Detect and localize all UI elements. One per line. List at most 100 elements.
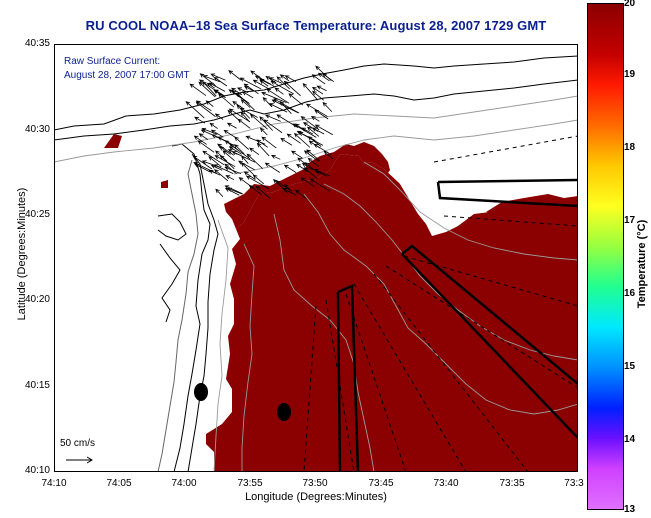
current-vector bbox=[234, 144, 245, 155]
current-vector bbox=[193, 135, 207, 145]
current-vector bbox=[259, 116, 273, 131]
current-vector bbox=[195, 101, 216, 117]
sst-northern-strip bbox=[224, 142, 400, 229]
x-tick-label: 74:05 bbox=[106, 478, 132, 489]
current-vector bbox=[219, 146, 231, 155]
current-vector bbox=[209, 122, 218, 129]
current-vector bbox=[302, 82, 318, 101]
current-vector bbox=[317, 72, 330, 82]
x-axis-label: Longitude (Degrees:Minutes) bbox=[245, 491, 387, 503]
current-vector bbox=[273, 98, 300, 114]
current-vector bbox=[224, 163, 237, 175]
current-vector bbox=[288, 93, 304, 106]
current-vector bbox=[252, 79, 271, 90]
current-vector bbox=[234, 136, 249, 150]
y-tick-label: 40:15 bbox=[24, 380, 50, 391]
current-vector bbox=[303, 167, 318, 180]
current-vector bbox=[208, 82, 226, 92]
current-vector bbox=[210, 73, 226, 81]
current-vector bbox=[243, 83, 259, 95]
current-vector bbox=[313, 168, 330, 177]
current-vector bbox=[249, 147, 260, 156]
colorbar-tick-label: 15 bbox=[624, 361, 636, 372]
x-tick-label: 73:40 bbox=[433, 478, 459, 489]
current-vector bbox=[302, 122, 319, 132]
current-vector bbox=[279, 74, 290, 82]
current-vector bbox=[274, 87, 284, 95]
current-vector bbox=[208, 156, 222, 168]
current-vector bbox=[189, 83, 207, 96]
current-vector bbox=[185, 101, 205, 119]
current-vector bbox=[237, 118, 251, 129]
current-vector bbox=[199, 73, 216, 87]
current-vector bbox=[202, 75, 221, 83]
current-legend-label: Raw Surface Current: bbox=[64, 56, 161, 67]
sst-blob-small-2 bbox=[161, 180, 168, 188]
current-vector bbox=[286, 133, 301, 144]
temperature-colorbar bbox=[587, 3, 624, 510]
current-vector bbox=[236, 87, 249, 93]
current-vector bbox=[224, 187, 240, 196]
current-vector bbox=[268, 77, 283, 84]
current-vector bbox=[307, 126, 320, 137]
current-vector bbox=[228, 70, 242, 81]
x-tick-label: 74:10 bbox=[41, 478, 67, 489]
current-vector bbox=[263, 119, 283, 134]
current-vector bbox=[312, 90, 324, 101]
current-vector bbox=[249, 113, 268, 130]
colorbar-tick-label: 17 bbox=[624, 215, 636, 226]
current-vector bbox=[280, 137, 293, 146]
current-legend-time: August 28, 2007 17:00 GMT bbox=[64, 70, 190, 81]
y-axis-label: Latitude (Degrees:Minutes) bbox=[16, 187, 28, 321]
current-vector bbox=[256, 142, 270, 157]
current-vector bbox=[314, 124, 333, 136]
current-vector bbox=[266, 88, 290, 104]
current-vector bbox=[284, 75, 297, 82]
current-vector bbox=[273, 179, 288, 193]
current-vector bbox=[236, 104, 251, 119]
current-vector bbox=[261, 91, 287, 103]
x-tick-label: 73:35 bbox=[499, 478, 525, 489]
sst-blob-small-3 bbox=[359, 150, 370, 160]
colorbar-tick-label: 20 bbox=[624, 0, 636, 9]
current-vector bbox=[305, 103, 328, 117]
current-vector bbox=[270, 80, 294, 95]
plot-frame bbox=[54, 44, 578, 472]
scale-label: 50 cm/s bbox=[60, 438, 96, 449]
current-vector bbox=[301, 127, 314, 135]
current-vector bbox=[228, 146, 242, 155]
current-vector bbox=[210, 164, 223, 171]
current-vector bbox=[240, 162, 255, 176]
current-vector bbox=[202, 150, 225, 166]
current-vector bbox=[198, 133, 208, 140]
current-vector bbox=[231, 90, 250, 104]
sst-blob-small-1 bbox=[104, 134, 122, 148]
current-vector bbox=[201, 127, 218, 135]
current-vector bbox=[296, 163, 309, 172]
y-tick-label: 40:30 bbox=[24, 124, 50, 135]
colorbar-tick-label: 16 bbox=[624, 288, 636, 299]
current-vector bbox=[307, 157, 319, 167]
current-vector bbox=[227, 149, 238, 155]
current-vector bbox=[238, 177, 255, 190]
current-vector bbox=[192, 155, 213, 170]
survey-boxes bbox=[336, 178, 578, 472]
current-vector bbox=[214, 155, 236, 168]
current-vector bbox=[239, 77, 262, 90]
current-vector bbox=[225, 175, 235, 181]
current-vector bbox=[265, 114, 281, 122]
current-vector bbox=[246, 153, 263, 169]
current-vector bbox=[228, 108, 250, 122]
x-tick-label: 74:00 bbox=[171, 478, 197, 489]
current-vector bbox=[223, 129, 237, 139]
current-vector bbox=[197, 140, 215, 153]
buoy-marker-2 bbox=[277, 403, 291, 421]
current-vector bbox=[213, 76, 228, 87]
current-vector bbox=[270, 154, 281, 160]
current-vector bbox=[303, 150, 320, 162]
sst-map bbox=[54, 44, 578, 472]
current-vector bbox=[217, 143, 235, 156]
current-vector bbox=[205, 100, 214, 107]
current-vector bbox=[228, 89, 243, 100]
x-tick-label: 73:45 bbox=[368, 478, 394, 489]
